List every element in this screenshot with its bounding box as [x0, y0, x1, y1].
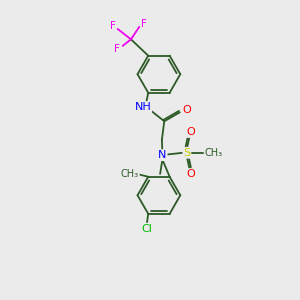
Text: O: O — [182, 105, 190, 115]
Text: O: O — [186, 127, 195, 137]
Text: N: N — [158, 150, 167, 160]
Text: F: F — [141, 19, 147, 29]
Text: Cl: Cl — [141, 224, 152, 234]
Text: F: F — [114, 44, 120, 53]
Text: S: S — [183, 148, 190, 158]
Text: O: O — [186, 169, 195, 179]
Text: NH: NH — [134, 102, 151, 112]
Text: CH₃: CH₃ — [205, 148, 223, 158]
Text: CH₃: CH₃ — [121, 169, 139, 179]
Text: F: F — [110, 21, 116, 31]
